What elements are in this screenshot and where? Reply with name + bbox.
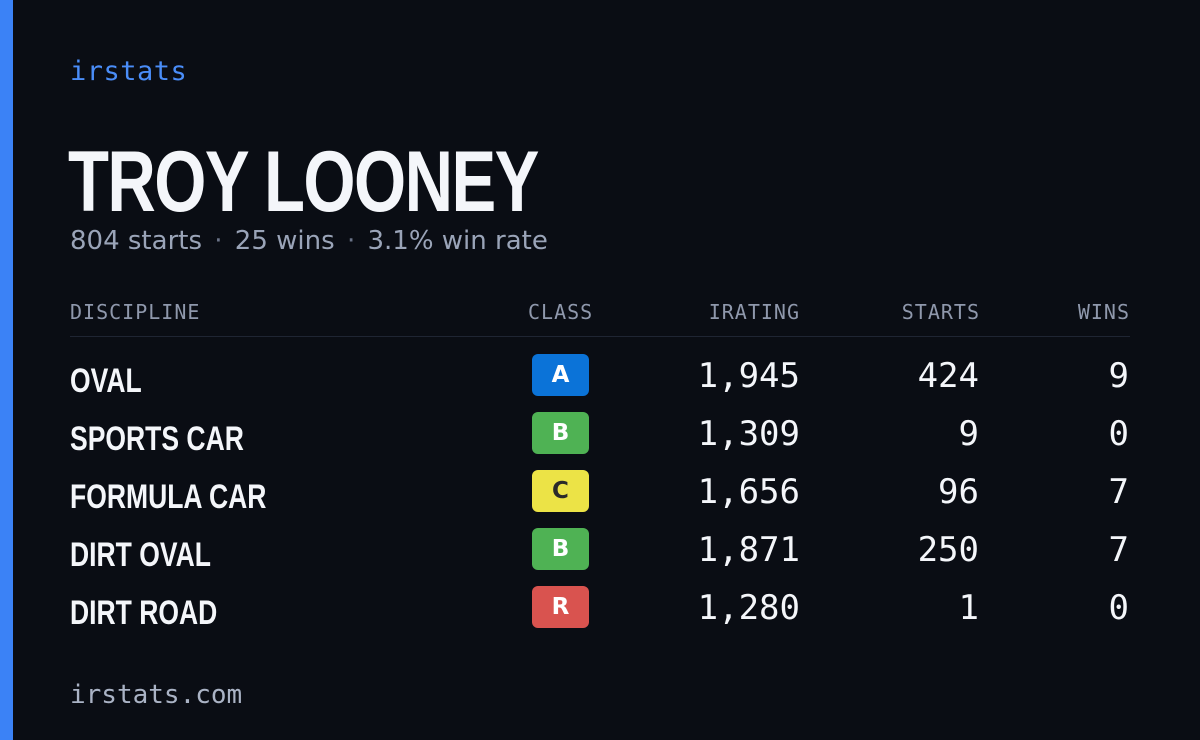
discipline-name: DIRT OVAL <box>70 536 211 574</box>
discipline-name: SPORTS CAR <box>70 420 244 458</box>
starts-value: 1 <box>958 588 979 628</box>
class-badge: B <box>532 412 589 454</box>
class-badge: A <box>532 354 589 396</box>
summary-separator: · <box>346 226 356 256</box>
header-class: CLASS <box>528 300 594 324</box>
irating-value: 1,945 <box>697 356 800 396</box>
wins-value: 7 <box>1108 530 1129 570</box>
class-badge: R <box>532 586 589 628</box>
header-irating: IRATING <box>708 300 800 324</box>
wins-value: 9 <box>1108 356 1129 396</box>
starts-value: 96 <box>938 472 979 512</box>
irating-value: 1,309 <box>697 414 800 454</box>
irating-value: 1,280 <box>697 588 800 628</box>
summary-win-rate: 3.1% win rate <box>367 226 548 256</box>
class-badge: B <box>532 528 589 570</box>
player-name: TROY LOONEY <box>68 134 539 230</box>
summary-wins: 25 wins <box>234 226 335 256</box>
table-row: DIRT ROAD R 1,280 1 0 <box>0 586 1200 644</box>
wins-value: 7 <box>1108 472 1129 512</box>
starts-value: 424 <box>917 356 979 396</box>
accent-bar <box>0 0 13 740</box>
table-row: SPORTS CAR B 1,309 9 0 <box>0 412 1200 470</box>
header-starts: STARTS <box>901 300 980 324</box>
starts-value: 9 <box>958 414 979 454</box>
table-row: DIRT OVAL B 1,871 250 7 <box>0 528 1200 586</box>
player-summary: 804 starts · 25 wins · 3.1% win rate <box>70 226 548 256</box>
table-row: FORMULA CAR C 1,656 96 7 <box>0 470 1200 528</box>
discipline-name: OVAL <box>70 362 142 400</box>
footer-url: irstats.com <box>70 680 243 710</box>
discipline-name: DIRT ROAD <box>70 594 218 632</box>
summary-separator: · <box>214 226 223 256</box>
irating-value: 1,656 <box>697 472 800 512</box>
summary-starts: 804 starts <box>70 226 202 256</box>
table-row: OVAL A 1,945 424 9 <box>0 354 1200 412</box>
discipline-name: FORMULA CAR <box>70 478 267 516</box>
brand-logo-text: irstats <box>70 56 188 87</box>
header-wins: WINS <box>1077 300 1130 324</box>
irating-value: 1,871 <box>697 530 800 570</box>
wins-value: 0 <box>1108 588 1129 628</box>
wins-value: 0 <box>1108 414 1129 454</box>
class-badge: C <box>532 470 589 512</box>
starts-value: 250 <box>917 530 979 570</box>
header-discipline: DISCIPLINE <box>70 300 201 324</box>
header-divider <box>70 336 1130 337</box>
